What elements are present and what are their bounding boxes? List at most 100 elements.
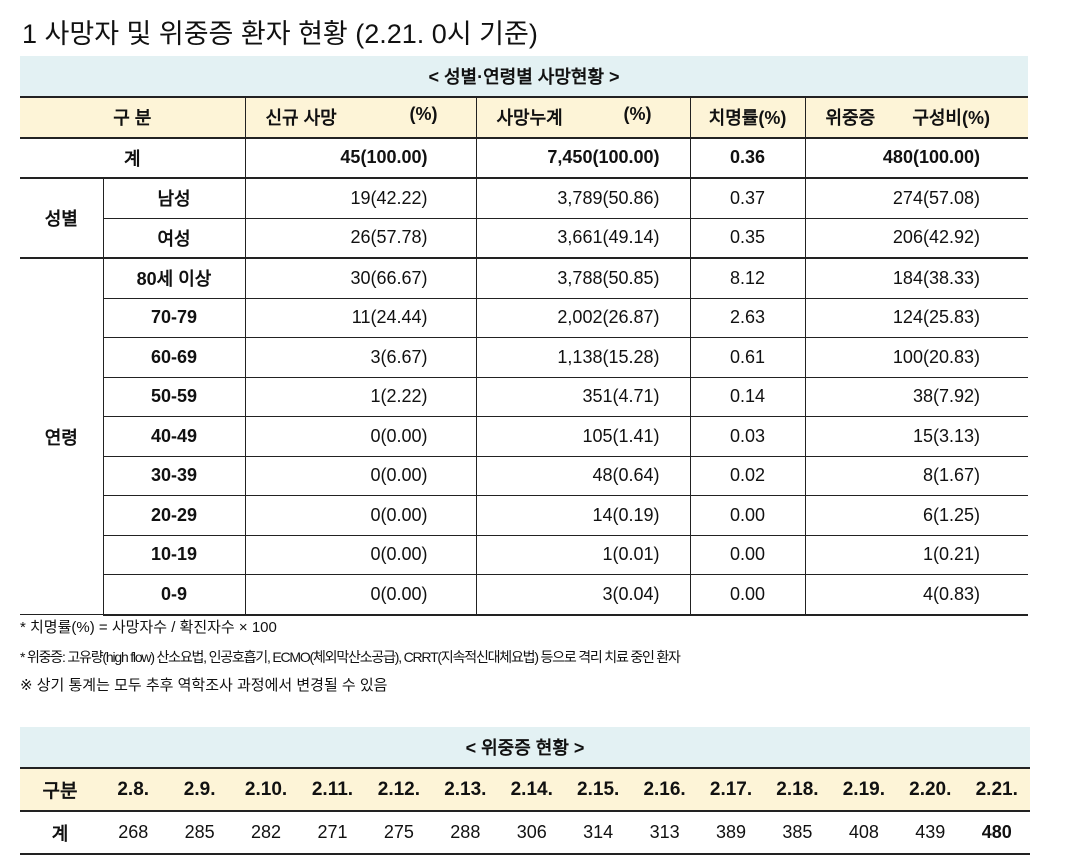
data-cell: 0.00 <box>689 534 806 575</box>
data-row: 계 268 285 282 271 275 288 306 314 313 389 385 408 439… <box>20 810 1030 855</box>
data-cell: 38(7.92) <box>804 376 1028 417</box>
header-split: 신규 사망 (%) <box>246 104 476 130</box>
data-row: 성별 남성 19(42.22) 3,789(50.86) 0.37 274(57.08) <box>20 177 1028 259</box>
data-row: 50-59 1(2.22) 351(4.71) 0.14 38(7.92) <box>20 376 1028 417</box>
data-cell: 0.61 <box>689 337 806 378</box>
data-cell: 100(20.83) <box>804 337 1028 378</box>
data-cell: 1(0.21) <box>804 534 1028 575</box>
date-header: 2.8. <box>100 767 167 812</box>
data-cell: 30(66.67) <box>244 257 477 299</box>
date-header: 2.9. <box>166 767 233 812</box>
row-label: 70-79 <box>103 297 246 338</box>
data-cell: 1,138(15.28) <box>475 337 691 378</box>
header-text: 신규 사망 <box>265 108 337 129</box>
row-label: 80세 이상 <box>102 257 246 299</box>
header-text: (%) <box>623 104 652 125</box>
date-header: 2.19. <box>830 767 898 812</box>
data-cell: 0.14 <box>689 376 806 417</box>
date-header: 2.12. <box>365 767 433 812</box>
data-cell: 0.35 <box>689 217 806 259</box>
header-row: 구 분 신규 사망 (%) 사망누계 (%) 치명률(%) 위중증 구성비(%) <box>20 96 1029 139</box>
data-cell: 0(0.00) <box>244 416 477 457</box>
header-split: 사망누계 (%) <box>477 104 690 130</box>
data-cell: 0(0.00) <box>244 534 477 575</box>
data-cell: 0.02 <box>689 455 806 496</box>
data-row: 0-9 0(0.00) 3(0.04) 0.00 4(0.83) <box>20 574 1028 616</box>
data-cell: 0.00 <box>689 574 806 616</box>
data-row: 30-39 0(0.00) 48(0.64) 0.02 8(1.67) <box>20 455 1028 496</box>
value-cell: 314 <box>564 810 632 855</box>
data-cell: 3(0.04) <box>475 574 691 616</box>
data-cell: 0(0.00) <box>244 574 477 616</box>
note: * 치명률(%) = 사망자수 / 확진자수 × 100 <box>20 619 277 636</box>
date-header: 2.18. <box>764 767 831 812</box>
critical-table: < 위중증 현황 > 구분 2.8. 2.9. 2.10. 2.11. 2.12. 2.13… <box>20 727 1030 855</box>
row-label: 10-19 <box>103 534 246 575</box>
data-cell: 184(38.33) <box>804 257 1028 299</box>
data-cell: 8.12 <box>689 257 806 299</box>
row-label: 남성 <box>102 177 246 219</box>
value-cell: 271 <box>299 810 366 855</box>
data-cell: 1(2.22) <box>244 376 477 417</box>
value-cell: 385 <box>764 810 831 855</box>
caption-row: < 위중증 현황 > <box>20 727 1030 769</box>
data-cell: 2,002(26.87) <box>475 297 691 338</box>
data-row: 70-79 11(24.44) 2,002(26.87) 2.63 124(25.83) <box>20 297 1028 338</box>
header-text: (%) <box>409 104 438 125</box>
data-row: 10-19 0(0.00) 1(0.01) 0.00 1(0.21) <box>20 534 1028 575</box>
header-text: 구성비(%) <box>912 108 990 129</box>
total-cell: 7,450(100.00) <box>475 137 691 179</box>
value-cell: 480 <box>963 810 1030 855</box>
value-cell: 408 <box>830 810 898 855</box>
critical-table-body: < 위중증 현황 > 구분 2.8. 2.9. 2.10. 2.11. 2.12. 2.13… <box>20 727 1030 855</box>
row-label: 20-29 <box>103 495 246 536</box>
row-label: 40-49 <box>103 416 246 457</box>
data-cell: 124(25.83) <box>804 297 1028 338</box>
header-row: 구분 2.8. 2.9. 2.10. 2.11. 2.12. 2.13. 2.14. 2.15.… <box>20 767 1030 812</box>
note: * 위중증: 고유량(high flow) 산소요법, 인공호흡기, ECMO(… <box>20 649 681 665</box>
data-cell: 0(0.00) <box>244 455 477 496</box>
header-label: 구분 <box>20 767 100 812</box>
data-cell: 2.63 <box>689 297 806 338</box>
data-cell: 0.37 <box>689 177 806 219</box>
value-cell: 268 <box>100 810 167 855</box>
data-cell: 105(1.41) <box>475 416 691 457</box>
total-label: 계 <box>20 137 246 179</box>
data-cell: 351(4.71) <box>475 376 691 417</box>
value-cell: 313 <box>631 810 698 855</box>
data-cell: 8(1.67) <box>804 455 1028 496</box>
date-header: 2.14. <box>498 767 565 812</box>
total-row: 계 45(100.00) 7,450(100.00) 0.36 480(100.… <box>20 137 1028 179</box>
row-label: 0-9 <box>103 574 246 616</box>
date-header: 2.21. <box>963 767 1030 812</box>
page-title: 1 사망자 및 위중증 환자 현황 (2.21. 0시 기준) <box>22 19 538 49</box>
row-label: 30-39 <box>103 455 246 496</box>
date-header: 2.10. <box>232 767 300 812</box>
data-row: 60-69 3(6.67) 1,138(15.28) 0.61 100(20.83) <box>20 337 1028 378</box>
data-cell: 48(0.64) <box>475 455 691 496</box>
total-cell: 480(100.00) <box>804 137 1028 179</box>
group-label: 성별 <box>20 177 104 259</box>
header-cell: 사망누계 (%) <box>475 96 691 139</box>
table-caption: < 위중증 현황 > <box>20 727 1030 769</box>
row-label: 50-59 <box>103 376 246 417</box>
header-split: 위중증 구성비(%) <box>806 104 1029 130</box>
value-cell: 282 <box>232 810 300 855</box>
data-cell: 15(3.13) <box>804 416 1028 457</box>
header-cell: 치명률(%) <box>689 96 806 139</box>
data-cell: 3,788(50.85) <box>475 257 691 299</box>
death-table-body: < 성별·연령별 사망현황 > 구 분 신규 사망 (%) 사망누계 (%) 치명률… <box>20 56 1029 616</box>
total-cell: 45(100.00) <box>244 137 477 179</box>
data-cell: 0(0.00) <box>244 495 477 536</box>
data-cell: 3,789(50.86) <box>475 177 691 219</box>
data-cell: 0.03 <box>689 416 806 457</box>
date-header: 2.16. <box>631 767 698 812</box>
value-cell: 288 <box>432 810 499 855</box>
data-cell: 6(1.25) <box>804 495 1028 536</box>
data-row: 20-29 0(0.00) 14(0.19) 0.00 6(1.25) <box>20 495 1028 536</box>
data-cell: 3,661(49.14) <box>475 217 691 259</box>
date-header: 2.11. <box>299 767 366 812</box>
data-cell: 11(24.44) <box>244 297 477 338</box>
